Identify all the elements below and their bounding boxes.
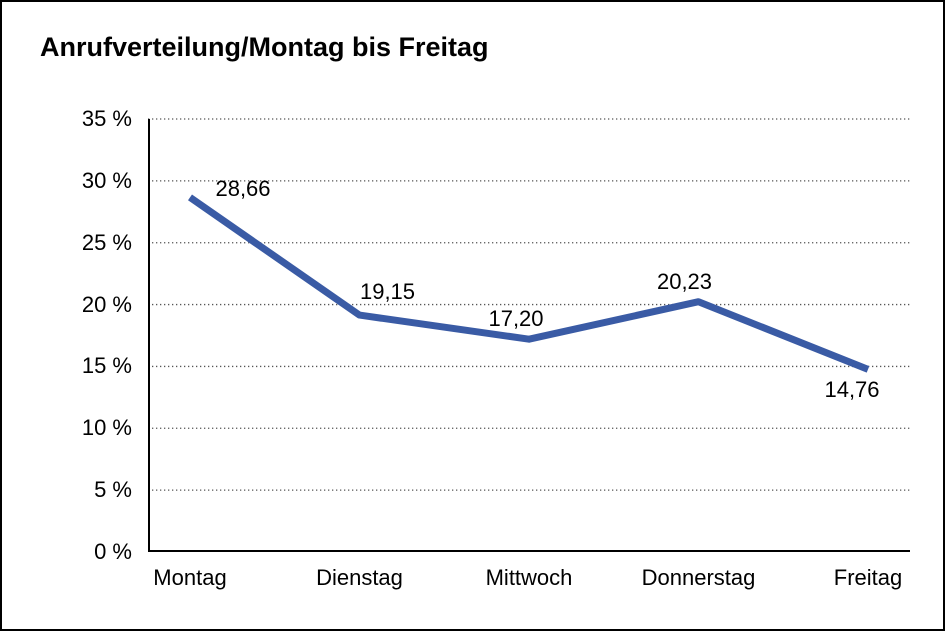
- y-tick-label: 15 %: [81, 353, 132, 379]
- data-label: 20,23: [656, 268, 713, 294]
- data-label: 17,20: [488, 306, 544, 332]
- y-tick-label: 25 %: [81, 229, 132, 255]
- chart-title: Anrufverteilung/Montag bis Freitag: [40, 32, 489, 62]
- y-tick-label: 35 %: [81, 106, 132, 131]
- y-tick-label: 0 %: [94, 539, 132, 564]
- y-tick-label: 5 %: [94, 477, 132, 503]
- x-category-label: Montag: [153, 565, 227, 590]
- data-labels: 28,66 19,15 17,20 20,23 14,76: [148, 119, 910, 552]
- data-label: 28,66: [215, 176, 271, 202]
- y-tick-label: 20 %: [81, 291, 132, 317]
- plot-area: [148, 118, 910, 552]
- line-chart-svg: [148, 118, 910, 552]
- x-axis-labels: Montag Dienstag Mittwoch Donnerstag Freitag: [148, 119, 910, 629]
- y-axis-labels: 0 % 5 % 10 % 15 % 20 % 25 % 30 % 35 %: [2, 2, 132, 629]
- data-label: 14,76: [824, 377, 880, 403]
- y-tick-label: 30 %: [81, 167, 132, 193]
- x-category-label: Mittwoch: [485, 565, 573, 590]
- x-category-label: Freitag: [833, 565, 903, 590]
- data-line: [188, 194, 870, 373]
- x-category-label: Dienstag: [316, 565, 403, 590]
- data-label: 19,15: [359, 279, 416, 305]
- x-category-label: Donnerstag: [641, 565, 756, 590]
- y-tick-label: 10 %: [81, 415, 132, 441]
